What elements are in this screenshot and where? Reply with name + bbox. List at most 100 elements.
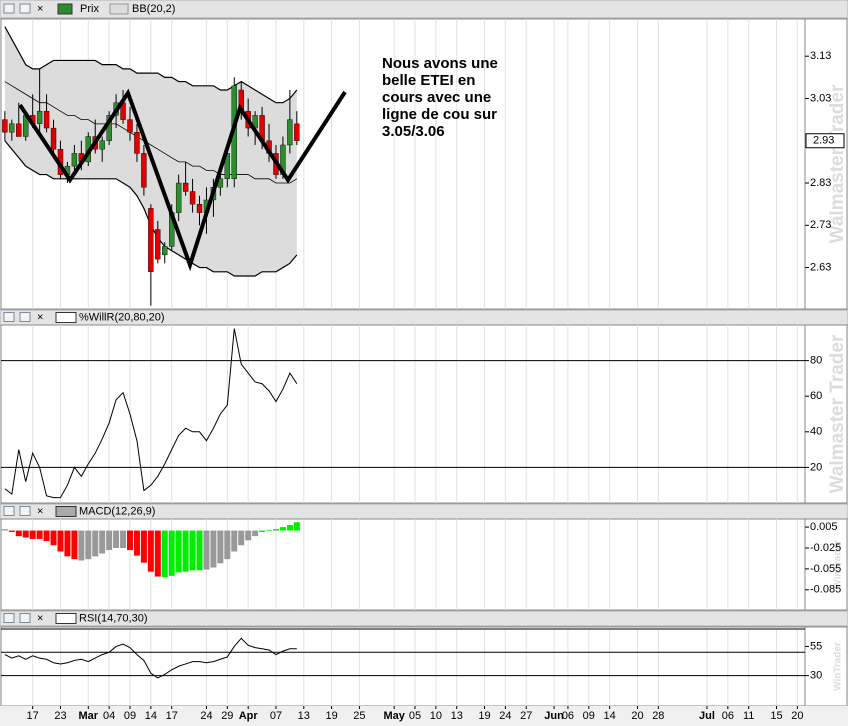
window-button[interactable] — [3, 506, 15, 516]
x-tick-label: 20 — [791, 710, 803, 722]
legend-swatch — [109, 3, 129, 15]
macd-bar — [113, 530, 120, 548]
macd-bar — [252, 530, 259, 537]
y-tick-label: 3.03 — [810, 92, 831, 104]
x-tick-label: 29 — [221, 710, 233, 722]
candle-body — [71, 153, 78, 167]
window-button[interactable] — [3, 613, 15, 623]
y-tick-label: 2.73 — [810, 219, 831, 231]
macd-bar — [8, 530, 15, 532]
macd-bar — [203, 530, 210, 570]
x-tick-label: 19 — [478, 710, 490, 722]
close-button[interactable]: × — [37, 612, 43, 624]
window-button[interactable] — [19, 613, 31, 623]
candle-body — [148, 208, 154, 272]
candle-body — [2, 119, 8, 133]
x-tick-label: 17 — [27, 710, 39, 722]
legend-label: Prix — [80, 3, 99, 15]
y-tick-label: 80 — [810, 355, 822, 367]
legend-label: %WillR(20,80,20) — [79, 311, 165, 323]
x-tick-label: 09 — [583, 710, 595, 722]
x-tick-label: 28 — [652, 710, 664, 722]
macd-bar — [279, 527, 286, 531]
window-button[interactable] — [3, 3, 15, 14]
y-tick-label: -0.025 — [810, 542, 841, 554]
macd-bar — [140, 530, 147, 563]
x-tick-label: 23 — [54, 710, 66, 722]
x-tick-label: Apr — [239, 710, 259, 722]
annotation: Nous avons une belle ETEI en cours avec … — [382, 55, 498, 140]
window-button[interactable] — [19, 312, 31, 322]
x-tick-label: 05 — [409, 710, 421, 722]
candle-body — [155, 229, 161, 260]
band-middle — [4, 81, 298, 184]
macd-bar — [272, 529, 279, 531]
macd-bar — [22, 530, 29, 538]
y-tick-label: 55 — [810, 640, 822, 652]
y-tick-label: 2.63 — [810, 261, 831, 273]
y-tick-label: 0.005 — [810, 521, 838, 533]
macd-bar — [78, 530, 85, 561]
y-tick-label: 3.13 — [810, 50, 831, 62]
legend-swatch — [55, 506, 77, 517]
value-axis — [804, 18, 848, 310]
candle-body — [16, 123, 22, 137]
watermark: WinTrader — [833, 540, 844, 589]
macd-bar — [106, 530, 113, 551]
legend-swatch — [55, 613, 77, 624]
macd-bar — [189, 530, 196, 571]
candle-body — [50, 127, 57, 150]
macd-bar — [245, 530, 252, 541]
macd-bar — [57, 530, 64, 552]
x-tick-label: 24 — [499, 710, 511, 722]
macd-bar — [133, 530, 140, 556]
close-button[interactable]: × — [37, 3, 43, 15]
candle-body — [141, 153, 147, 188]
y-tick-label: 30 — [810, 669, 822, 681]
indicator-line — [4, 637, 297, 679]
x-tick-label: 27 — [520, 710, 532, 722]
watermark: Walmaster Trader — [827, 84, 848, 243]
macd-bar — [266, 529, 273, 531]
macd-bar — [36, 530, 43, 539]
x-tick-label: 13 — [298, 710, 310, 722]
legend-swatch — [57, 3, 73, 15]
macd-bar — [224, 530, 231, 560]
macd-bar — [43, 530, 50, 542]
macd-bar — [85, 530, 92, 560]
x-tick-label: 25 — [353, 710, 365, 722]
x-axis — [0, 706, 848, 726]
pattern-drawing — [18, 88, 347, 272]
y-tick-label: 60 — [810, 390, 822, 402]
y-tick-label: 2.83 — [810, 177, 831, 189]
close-button[interactable]: × — [37, 311, 43, 323]
macd-bar — [92, 530, 99, 557]
x-tick-label: 20 — [631, 710, 643, 722]
window-button[interactable] — [3, 312, 15, 322]
x-tick-label: Jul — [699, 710, 715, 722]
x-tick-label: 04 — [103, 710, 115, 722]
candle-body — [196, 203, 203, 213]
candle-body — [287, 119, 293, 146]
macd-bar — [196, 530, 203, 571]
macd-bar — [293, 522, 300, 531]
macd-bar — [217, 530, 224, 564]
panel-header — [0, 0, 848, 19]
x-tick-label: May — [383, 710, 405, 722]
close-button[interactable]: × — [37, 505, 43, 517]
watermark: WinTrader — [833, 642, 844, 691]
macd-bar — [29, 530, 36, 539]
macd-bar — [147, 530, 154, 572]
panel-header — [0, 610, 848, 627]
x-tick-label: 07 — [270, 710, 282, 722]
plot-area — [0, 324, 806, 504]
macd-bar — [50, 530, 57, 546]
macd-bar — [64, 530, 71, 557]
window-button[interactable] — [19, 506, 31, 516]
macd-bar — [161, 530, 168, 578]
x-tick-label: 06 — [722, 710, 734, 722]
legend-label: RSI(14,70,30) — [79, 612, 147, 624]
macd-bar — [99, 530, 106, 554]
window-button[interactable] — [19, 3, 31, 14]
